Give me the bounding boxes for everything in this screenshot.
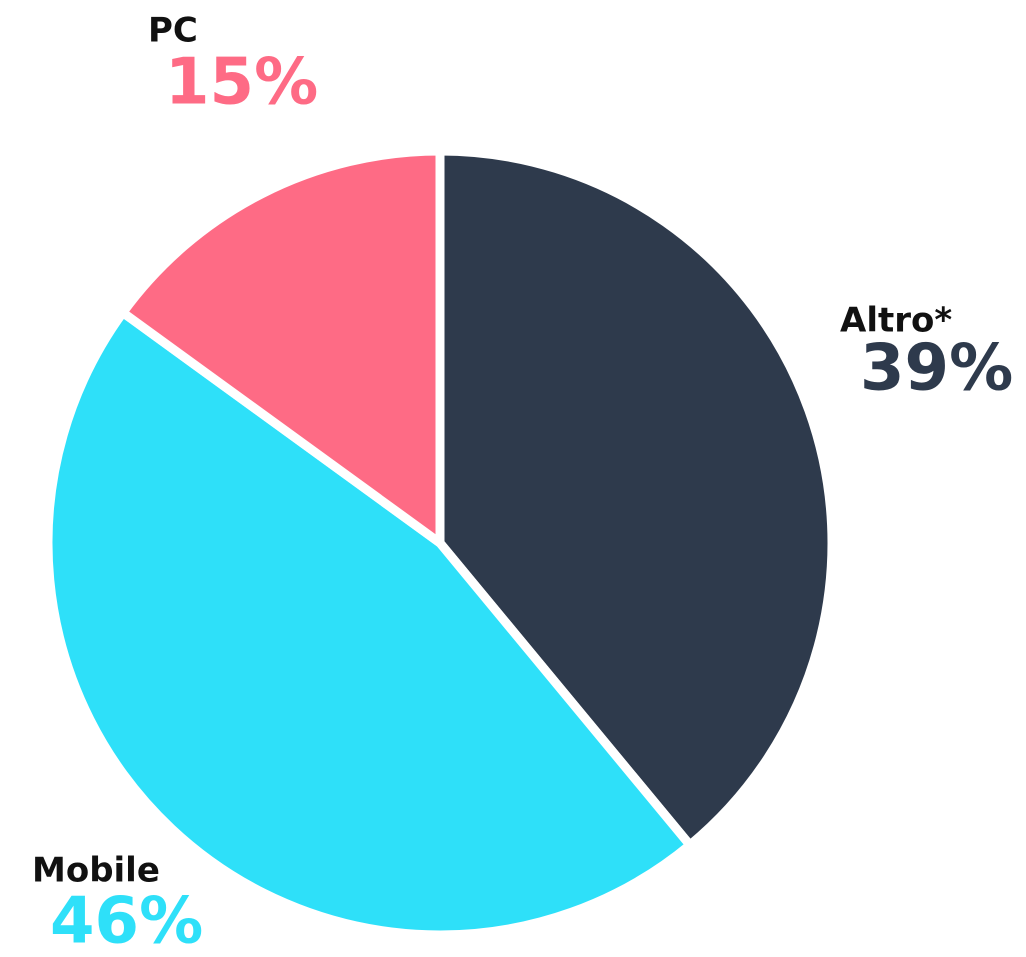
slice-label: Mobile (32, 851, 160, 891)
value-label: 39% (860, 332, 1013, 406)
value-label: 15% (165, 46, 318, 120)
pie-slice (43, 308, 695, 940)
value-label: 46% (50, 885, 203, 957)
slice-label: PC (148, 11, 198, 51)
slice-label: Altro* (840, 301, 952, 341)
pie-slice (435, 146, 837, 850)
pie-slice (118, 146, 445, 548)
